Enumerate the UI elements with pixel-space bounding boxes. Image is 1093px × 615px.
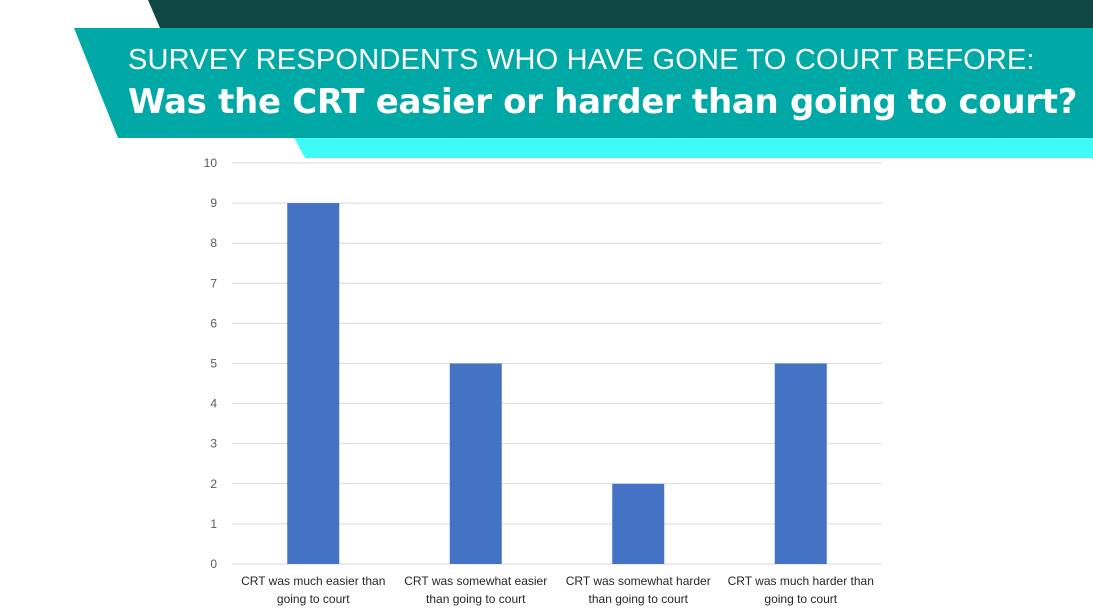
x-tick-label: CRT was somewhat harder: [566, 574, 711, 588]
y-tick-label: 8: [210, 236, 217, 250]
y-tick-label: 7: [210, 276, 217, 290]
bar: [774, 363, 827, 564]
y-tick-label: 9: [210, 196, 217, 210]
y-tick-label: 3: [210, 437, 217, 451]
bar: [287, 203, 340, 564]
title-banner: SURVEY RESPONDENTS WHO HAVE GONE TO COUR…: [0, 0, 1093, 160]
y-tick-label: 10: [204, 156, 218, 170]
x-tick-label: CRT was much easier than: [241, 574, 385, 588]
chart-title: Was the CRT easier or harder than going …: [128, 82, 1078, 122]
x-tick-label: CRT was somewhat easier: [404, 574, 547, 588]
y-tick-label: 4: [210, 397, 217, 411]
banner-teal-band: [74, 28, 1093, 138]
y-tick-label: 0: [210, 557, 217, 571]
bars: [287, 203, 827, 564]
bar: [612, 483, 665, 564]
bar: [449, 363, 502, 564]
y-tick-label: 5: [210, 357, 217, 371]
y-axis: 0 1 2 3 4 5 6 7 8 9 10: [204, 156, 218, 571]
chart-subtitle: SURVEY RESPONDENTS WHO HAVE GONE TO COUR…: [128, 44, 1035, 76]
x-tick-label: than going to court: [589, 592, 689, 606]
y-tick-label: 1: [210, 517, 217, 531]
x-axis: CRT was much easier than going to court CR…: [241, 574, 874, 606]
gridlines: [232, 162, 882, 565]
y-tick-label: 2: [210, 477, 217, 491]
x-tick-label: than going to court: [426, 592, 526, 606]
x-tick-label: going to court: [277, 592, 350, 606]
x-tick-label: CRT was much harder than: [728, 574, 874, 588]
banner-dark-band: [148, 0, 1093, 28]
banner-shapes: [74, 0, 1093, 158]
y-tick-label: 6: [210, 316, 217, 330]
x-tick-label: going to court: [764, 592, 837, 606]
